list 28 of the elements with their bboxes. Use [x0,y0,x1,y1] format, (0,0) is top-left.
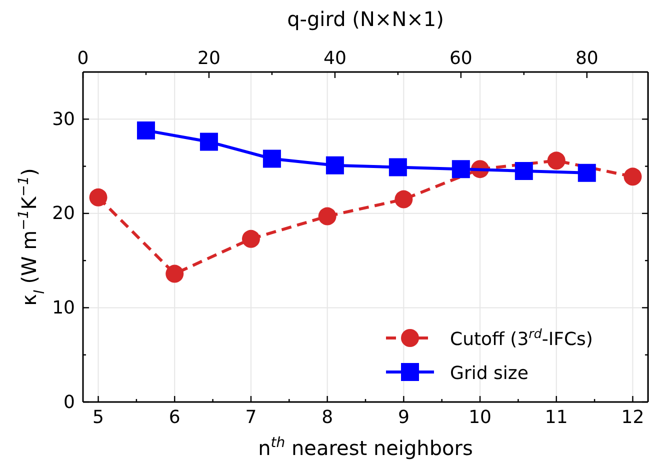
point [89,188,108,206]
x-tick-label: 9 [398,406,410,428]
x-tick-label: 10 [468,406,492,428]
x-tick-label: 12 [621,406,644,428]
x2-axis-title: q-gird (N×N×1) [287,7,444,31]
x-tick-label: 7 [245,406,257,428]
x-tick-label: 5 [92,406,104,428]
legend-label: Cutoff (3$^{rd}$-IFCs) [450,326,593,350]
x-tick-label: 11 [544,406,568,428]
point [166,264,184,283]
point [318,207,336,226]
x2-tick-label: 40 [324,48,346,69]
y-tick-label: 20 [52,203,75,224]
x-tick-label: 8 [322,406,334,428]
x2-tick-label: 0 [77,48,89,69]
point [547,152,566,170]
x-tick-label: 6 [168,406,180,428]
y-tick-label: 10 [52,297,75,318]
x2-tick-label: 60 [449,48,472,69]
point [624,168,642,186]
x2-tick-label: 20 [198,48,220,69]
x-axis-title: n$^{th}$ nearest neighbors [258,435,473,460]
legend-label: Grid size [450,363,528,384]
y-tick-label: 30 [52,108,75,130]
y-tick-label: 0 [64,392,75,413]
x2-tick-label: 80 [575,48,598,69]
point [394,190,413,208]
point [242,230,260,248]
